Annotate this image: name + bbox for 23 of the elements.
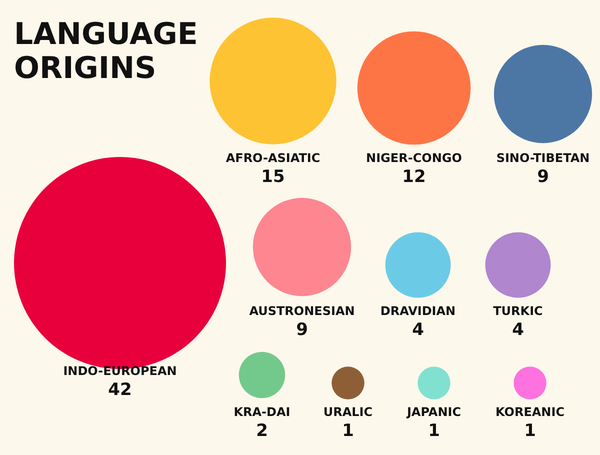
category-label: URALIC	[323, 405, 373, 419]
category-label: DRAVIDIAN	[380, 304, 456, 318]
data-label: 42	[108, 380, 132, 400]
category-label: INDO-EUROPEAN	[63, 364, 177, 378]
data-label: 9	[537, 167, 549, 187]
data-label: 1	[428, 421, 440, 441]
category-label: AFRO-ASIATIC	[226, 151, 320, 165]
data-label: 2	[256, 421, 268, 441]
text: LANGUAGE ORIGINS	[14, 17, 198, 86]
data-label: 9	[296, 320, 308, 340]
data-label: 4	[412, 320, 424, 340]
data-label: 1	[524, 421, 536, 441]
category-label: NIGER-CONGO	[366, 151, 462, 165]
category-label: JAPANIC	[406, 405, 462, 419]
data-label: 12	[402, 167, 426, 187]
category-label: KRA-DAI	[234, 405, 290, 419]
data-label: 4	[512, 320, 524, 340]
category-label: KOREANIC	[496, 405, 565, 419]
category-label: AUSTRONESIAN	[249, 304, 355, 318]
data-label: 1	[342, 421, 354, 441]
category-label: TURKIC	[493, 304, 544, 318]
category-label: SINO-TIBETAN	[496, 151, 590, 165]
data-label: 15	[261, 167, 285, 187]
